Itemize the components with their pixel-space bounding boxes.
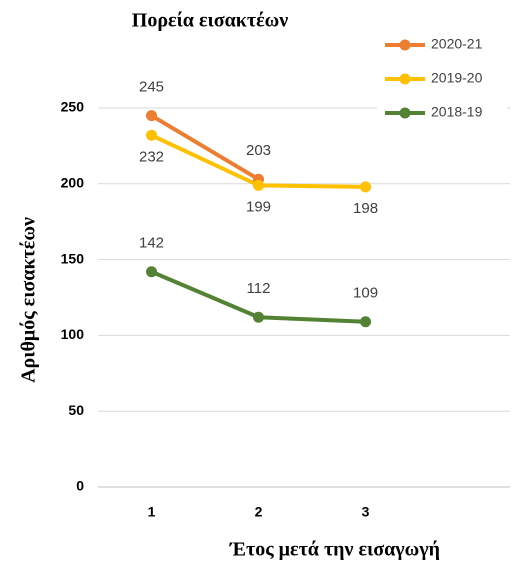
y-tick-label: 0 (76, 478, 84, 494)
data-label: 198 (353, 200, 378, 217)
point (360, 181, 372, 193)
data-label: 142 (139, 235, 164, 252)
chart-title: Πορεία εισακτέων (132, 10, 288, 32)
point (253, 311, 265, 323)
data-label: 245 (139, 79, 164, 96)
x-tick-label: 2 (255, 504, 263, 520)
legend-marker (399, 73, 411, 85)
point (146, 129, 158, 141)
legend-label: 2019-20 (431, 70, 483, 86)
x-axis-label: Έτος μετά την εισαγωγή (229, 539, 440, 561)
data-label: 199 (246, 198, 271, 215)
legend-marker (399, 39, 411, 51)
point (146, 110, 158, 122)
y-tick-label: 250 (61, 99, 85, 115)
y-tick-label: 150 (61, 250, 85, 266)
data-label: 232 (139, 148, 164, 165)
point (253, 179, 265, 191)
y-tick-label: 100 (61, 326, 85, 342)
series-line (150, 113, 260, 181)
y-axis-label: Αριθμός εισακτέων (18, 217, 40, 383)
x-tick-label: 3 (362, 504, 370, 520)
data-label: 112 (247, 280, 271, 297)
y-tick-label: 50 (68, 402, 84, 418)
x-tick-label: 1 (148, 504, 156, 520)
point (146, 266, 158, 278)
y-tick-label: 200 (61, 175, 85, 191)
data-label: 203 (246, 142, 271, 159)
point (360, 316, 372, 328)
legend-marker (399, 107, 411, 119)
data-label: 109 (353, 285, 378, 302)
legend-label: 2018-19 (431, 104, 483, 120)
legend-label: 2020-21 (431, 36, 483, 52)
